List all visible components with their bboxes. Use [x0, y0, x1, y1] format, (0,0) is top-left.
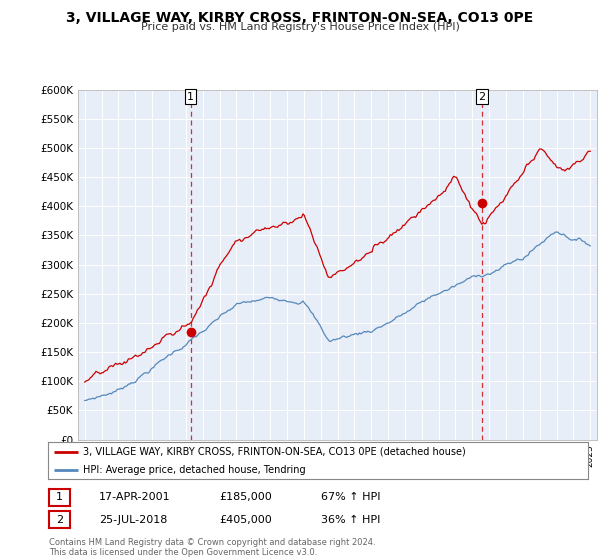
Text: Contains HM Land Registry data © Crown copyright and database right 2024.
This d: Contains HM Land Registry data © Crown c… — [49, 538, 376, 557]
Text: 1: 1 — [187, 92, 194, 101]
Text: Price paid vs. HM Land Registry's House Price Index (HPI): Price paid vs. HM Land Registry's House … — [140, 22, 460, 32]
Text: 67% ↑ HPI: 67% ↑ HPI — [321, 492, 380, 502]
Text: 2: 2 — [478, 92, 485, 101]
Text: £405,000: £405,000 — [219, 515, 272, 525]
Text: £185,000: £185,000 — [219, 492, 272, 502]
Text: 17-APR-2001: 17-APR-2001 — [99, 492, 170, 502]
Text: 3, VILLAGE WAY, KIRBY CROSS, FRINTON-ON-SEA, CO13 0PE (detached house): 3, VILLAGE WAY, KIRBY CROSS, FRINTON-ON-… — [83, 446, 466, 456]
Text: 1: 1 — [56, 492, 63, 502]
Text: HPI: Average price, detached house, Tendring: HPI: Average price, detached house, Tend… — [83, 465, 306, 475]
Text: 2: 2 — [56, 515, 63, 525]
Text: 36% ↑ HPI: 36% ↑ HPI — [321, 515, 380, 525]
Text: 25-JUL-2018: 25-JUL-2018 — [99, 515, 167, 525]
Text: 3, VILLAGE WAY, KIRBY CROSS, FRINTON-ON-SEA, CO13 0PE: 3, VILLAGE WAY, KIRBY CROSS, FRINTON-ON-… — [67, 11, 533, 25]
